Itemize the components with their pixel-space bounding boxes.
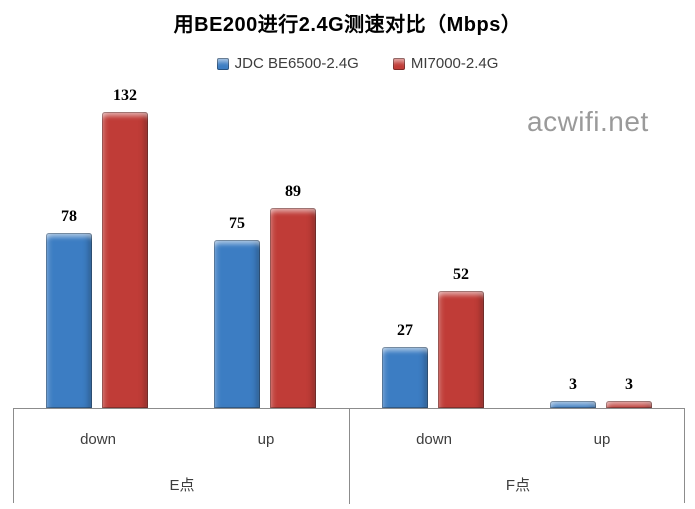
legend-label-jdc-be6500: JDC BE6500-2.4G [234, 55, 359, 72]
bar-red-group0 [102, 112, 148, 408]
legend-item-mi7000: MI7000-2.4G [392, 55, 499, 72]
plot-area: 78 75 27 3 132 89 52 3 [13, 0, 685, 408]
category-axis: down up down up E点 F点 [13, 408, 685, 504]
bar-blue-group3 [550, 401, 596, 408]
bar-red-group3 [606, 401, 652, 408]
watermark: acwifi.net [527, 106, 649, 137]
legend-swatch-blue-icon [216, 57, 229, 70]
value-label: 52 [453, 266, 469, 283]
value-label: 3 [625, 376, 633, 393]
legend-label-mi7000: MI7000-2.4G [410, 55, 499, 72]
value-label: 78 [61, 208, 77, 225]
value-label: 3 [569, 376, 577, 393]
value-label: 75 [229, 215, 245, 232]
value-label: 132 [113, 87, 137, 104]
group-label-1: F点 [505, 477, 531, 494]
bar-blue-group1 [214, 240, 260, 408]
legend-swatch-red-icon [392, 57, 405, 70]
category-label-up-1: up [257, 431, 275, 448]
bar-blue-group0 [46, 233, 92, 408]
bar-blue-group2 [382, 347, 428, 408]
group-label-0: E点 [169, 477, 195, 494]
value-label: 89 [285, 183, 301, 200]
category-label-up-3: up [593, 431, 611, 448]
axis-group-divider [349, 409, 350, 504]
chart-title: 用BE200进行2.4G测速对比（Mbps） [173, 14, 522, 36]
category-label-down-2: down [416, 431, 452, 448]
category-label-down-0: down [80, 431, 116, 448]
value-label: 27 [397, 322, 413, 339]
bar-red-group2 [438, 291, 484, 408]
legend: JDC BE6500-2.4G MI7000-2.4G [10, 55, 695, 72]
bar-red-group1 [270, 208, 316, 408]
legend-item-jdc-be6500: JDC BE6500-2.4G [216, 55, 359, 72]
